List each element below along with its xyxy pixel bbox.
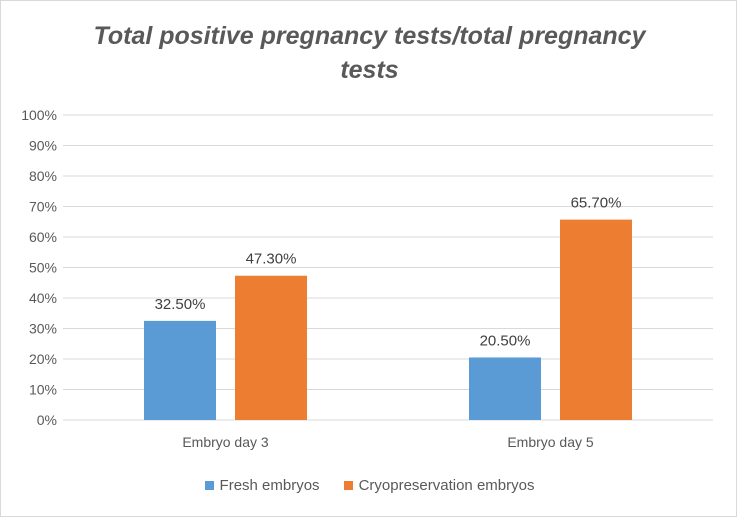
legend-swatch	[343, 481, 353, 490]
y-tick-label: 50%	[29, 260, 57, 276]
y-tick-label: 90%	[29, 138, 57, 154]
legend-label: Fresh embryos	[219, 477, 320, 494]
y-tick-label: 0%	[37, 412, 57, 428]
bar	[469, 357, 541, 420]
legend-item: Cryopreservation embryos	[343, 477, 535, 494]
category-label: Embryo day 5	[507, 434, 594, 450]
y-tick-label: 10%	[29, 382, 57, 398]
data-label: 32.50%	[155, 296, 206, 313]
data-label: 65.70%	[571, 195, 622, 212]
y-tick-label: 80%	[29, 168, 57, 184]
y-tick-label: 20%	[29, 351, 57, 367]
bar	[235, 275, 307, 420]
legend: Fresh embryos Cryopreservation embryos	[1, 477, 736, 494]
y-tick-label: 40%	[29, 290, 57, 306]
y-tick-label: 60%	[29, 229, 57, 245]
chart-title: Total positive pregnancy tests/total pre…	[93, 22, 646, 84]
legend-item: Fresh embryos	[204, 477, 320, 494]
bar	[560, 219, 632, 420]
legend-swatch	[204, 481, 214, 490]
bar	[144, 320, 216, 420]
data-label: 20.50%	[480, 332, 531, 349]
y-tick-label: 70%	[29, 199, 57, 215]
category-label: Embryo day 3	[182, 434, 269, 450]
data-label: 47.30%	[246, 251, 297, 268]
y-tick-label: 30%	[29, 321, 57, 337]
legend-label: Cryopreservation embryos	[358, 477, 535, 494]
y-tick-label: 100%	[21, 107, 57, 123]
